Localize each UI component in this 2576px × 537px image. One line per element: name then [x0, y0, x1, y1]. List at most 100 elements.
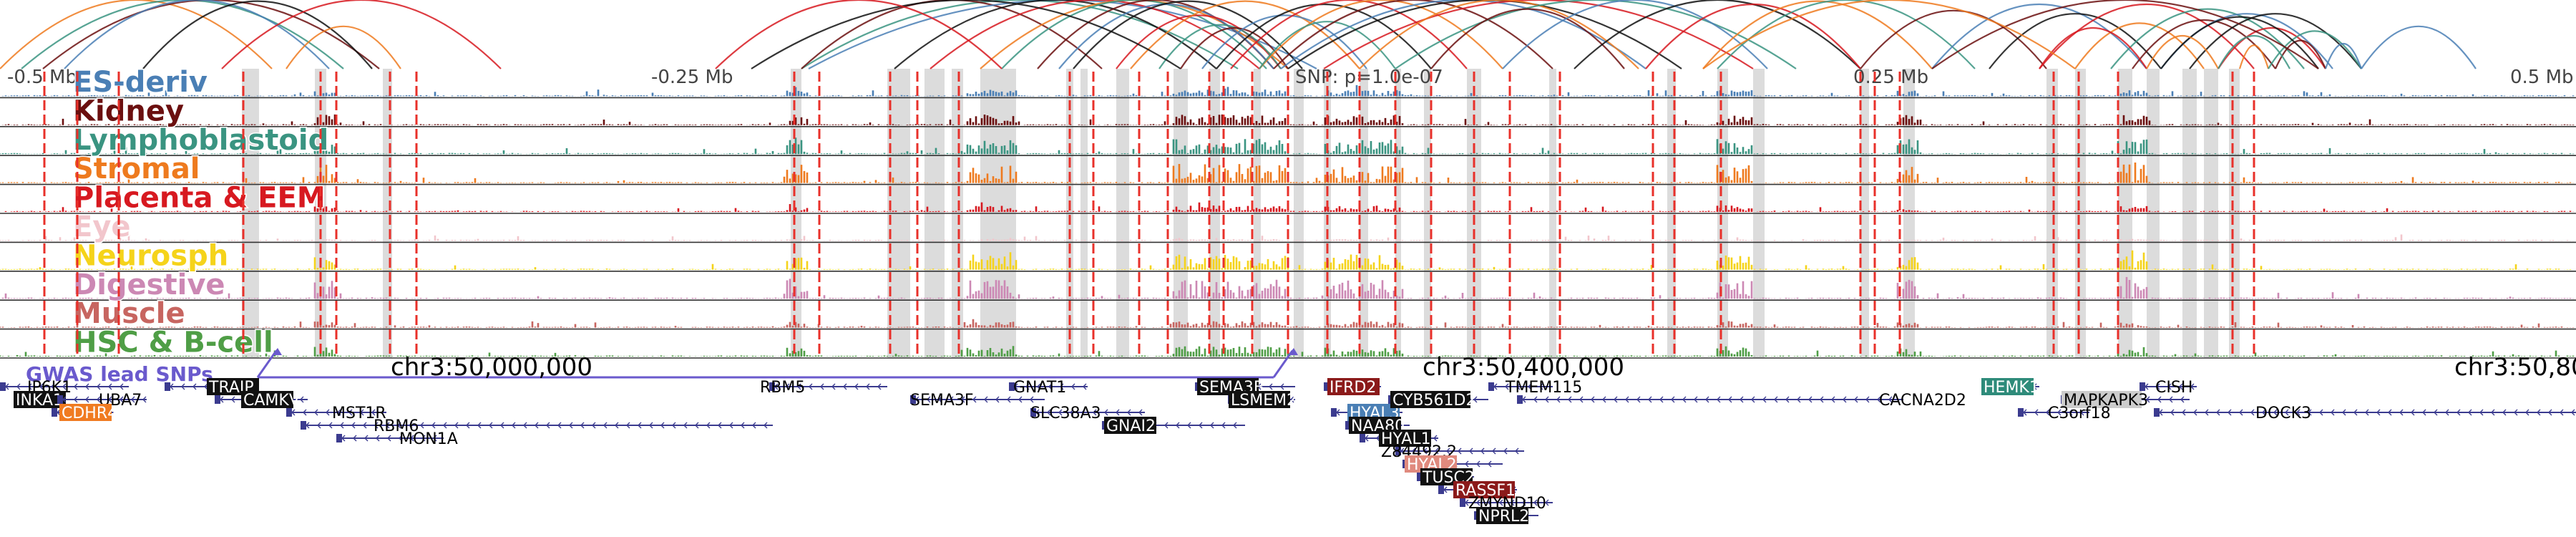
gene-exon: [52, 408, 57, 417]
gene-label: INKA1: [16, 392, 63, 410]
gene-label-box: [1390, 391, 1470, 408]
track-signal: [0, 114, 2575, 125]
gene-exon: [57, 395, 63, 404]
chromatin-loop-arc: [1702, 0, 2076, 69]
chromatin-loop-arc: [894, 0, 1217, 69]
track-signal: [0, 250, 2575, 270]
chromatin-loop-arc: [1502, 0, 1768, 69]
gene-feature: INKA1: [14, 391, 66, 410]
gene-label: MON1A: [399, 430, 458, 448]
gene-feature: CACNA2D2: [1517, 392, 1966, 410]
gene-feature: HEMK1: [1981, 378, 2039, 397]
chromatin-loop-arc: [1158, 24, 1282, 69]
chromatin-loop-arc: [1989, 13, 2162, 69]
gene-exon: [1360, 434, 1365, 442]
chromatin-loop-arc: [21, 0, 344, 69]
ruler-tick-label: 0.5 Mb: [2510, 67, 2574, 88]
gene-feature: GNAT1: [1009, 379, 1088, 397]
chromatin-loop-arc: [286, 25, 401, 69]
coordinates: chr3:50,000,000 chr3:50,400,000 chr3:50,…: [391, 353, 2576, 382]
track-label: HSC & B-cell: [73, 326, 273, 359]
gene-feature: CYB561D2: [1388, 391, 1488, 410]
gene-label: TMEM115: [1505, 379, 1582, 397]
gene-label: IFRD2: [1330, 379, 1376, 397]
chromatin-loop-arc: [2074, 22, 2205, 69]
gene-label: DOCK3: [2255, 405, 2311, 422]
gene-exon: [1030, 408, 1036, 417]
gene-feature: SLC38A3: [1030, 405, 1145, 422]
coordinate-label: chr3:50,000,000: [391, 353, 592, 382]
chromatin-loop-arc: [1230, 0, 1468, 69]
snp-lines: [43, 72, 2255, 358]
track-signal: [0, 137, 2575, 155]
gene-feature: SEMA3F: [910, 392, 1045, 410]
gene-exon: [0, 382, 6, 391]
chromatin-loop-arc: [1702, 0, 1933, 69]
gene-label-box: [1453, 481, 1515, 498]
gene-feature: TMEM115: [1488, 379, 1582, 397]
gene-exon: [1417, 473, 1423, 481]
chromatin-loop-arc: [0, 0, 273, 69]
chromatin-loop-arc: [1273, 0, 1553, 69]
gene-exon: [2018, 408, 2024, 417]
track-signal: [0, 234, 2575, 241]
chromatin-loop-arc: [2039, 4, 2255, 69]
gene-label: GNAT1: [1013, 379, 1066, 397]
gene-exon: [1009, 382, 1015, 391]
chromatin-loop-arc: [801, 0, 1239, 69]
gene-label: RASSF1: [1455, 482, 1516, 500]
chromatin-loop-arc: [2218, 34, 2290, 69]
gene-feature: CISH: [2140, 379, 2197, 397]
chromatin-loop-arc: [2189, 13, 2362, 69]
gene-label-box: [1981, 378, 2034, 395]
gene-exon: [1438, 485, 1444, 494]
gene-feature: GNAI2: [1102, 417, 1245, 435]
ruler-tick-label: 0.25 Mb: [1853, 67, 1928, 88]
gene-label: SEMA3F: [910, 392, 974, 410]
gene-exon: [286, 408, 292, 417]
gene-label: CISH: [2155, 379, 2192, 397]
gwas-track: GWAS lead SNPs: [26, 348, 1298, 386]
track-label: Muscle: [73, 297, 185, 330]
gene-label: RBM5: [760, 379, 805, 397]
gwas-track-label: GWAS lead SNPs: [26, 362, 213, 386]
chromatin-loop-arc: [2361, 25, 2477, 69]
chromatin-loop-arc: [1860, 9, 2047, 69]
gene-label-box: [2062, 391, 2142, 408]
gene-label: LSMEM2: [1231, 392, 1297, 410]
gene-exon: [769, 382, 775, 391]
gene-feature: NPRL2: [1474, 507, 1538, 526]
gene-label: CDHR4: [62, 405, 117, 422]
gene-exon: [2154, 408, 2160, 417]
gene-exon: [1345, 421, 1351, 430]
gene-label: HEMK1: [1984, 379, 2039, 397]
gene-feature: RBM5: [760, 379, 887, 397]
chromatin-loop-arc: [2218, 26, 2326, 69]
gene-feature: MST1R: [286, 405, 386, 422]
chromatin-loop-arc: [1287, 0, 1682, 69]
chromatin-loop-arc: [1645, 4, 1861, 69]
gene-label-box: [1379, 430, 1431, 447]
gene-label: CAMKV: [243, 392, 300, 410]
gene-feature: CDHR4: [52, 404, 117, 422]
chromatin-loop-arc: [1359, 0, 1639, 69]
snp-pvalue-label: SNP: p=1.0e-07: [1295, 67, 1443, 88]
gene-exon: [336, 434, 342, 442]
gene-label: CYB561D2: [1392, 392, 1475, 410]
chromatin-loop-arc: [2146, 34, 2219, 69]
chromatin-loop-arc: [2238, 44, 2270, 69]
gwas-snp-marker: [272, 348, 282, 355]
gene-exon: [2140, 382, 2145, 391]
track-signal: [0, 276, 2575, 299]
gwas-snp-marker: [1288, 348, 1298, 355]
ruler-tick-label: -0.5 Mb: [7, 67, 77, 88]
gene-exon: [1488, 382, 1494, 391]
gene-exon: [165, 382, 170, 391]
gene-label-box: [1229, 391, 1290, 408]
gene-feature: MAPKAPK3: [2061, 391, 2190, 410]
chromatin-loop-arc: [1001, 0, 1267, 69]
gene-feature: DOCK3: [2154, 405, 2576, 422]
gene-label: GNAI2: [1106, 417, 1156, 435]
